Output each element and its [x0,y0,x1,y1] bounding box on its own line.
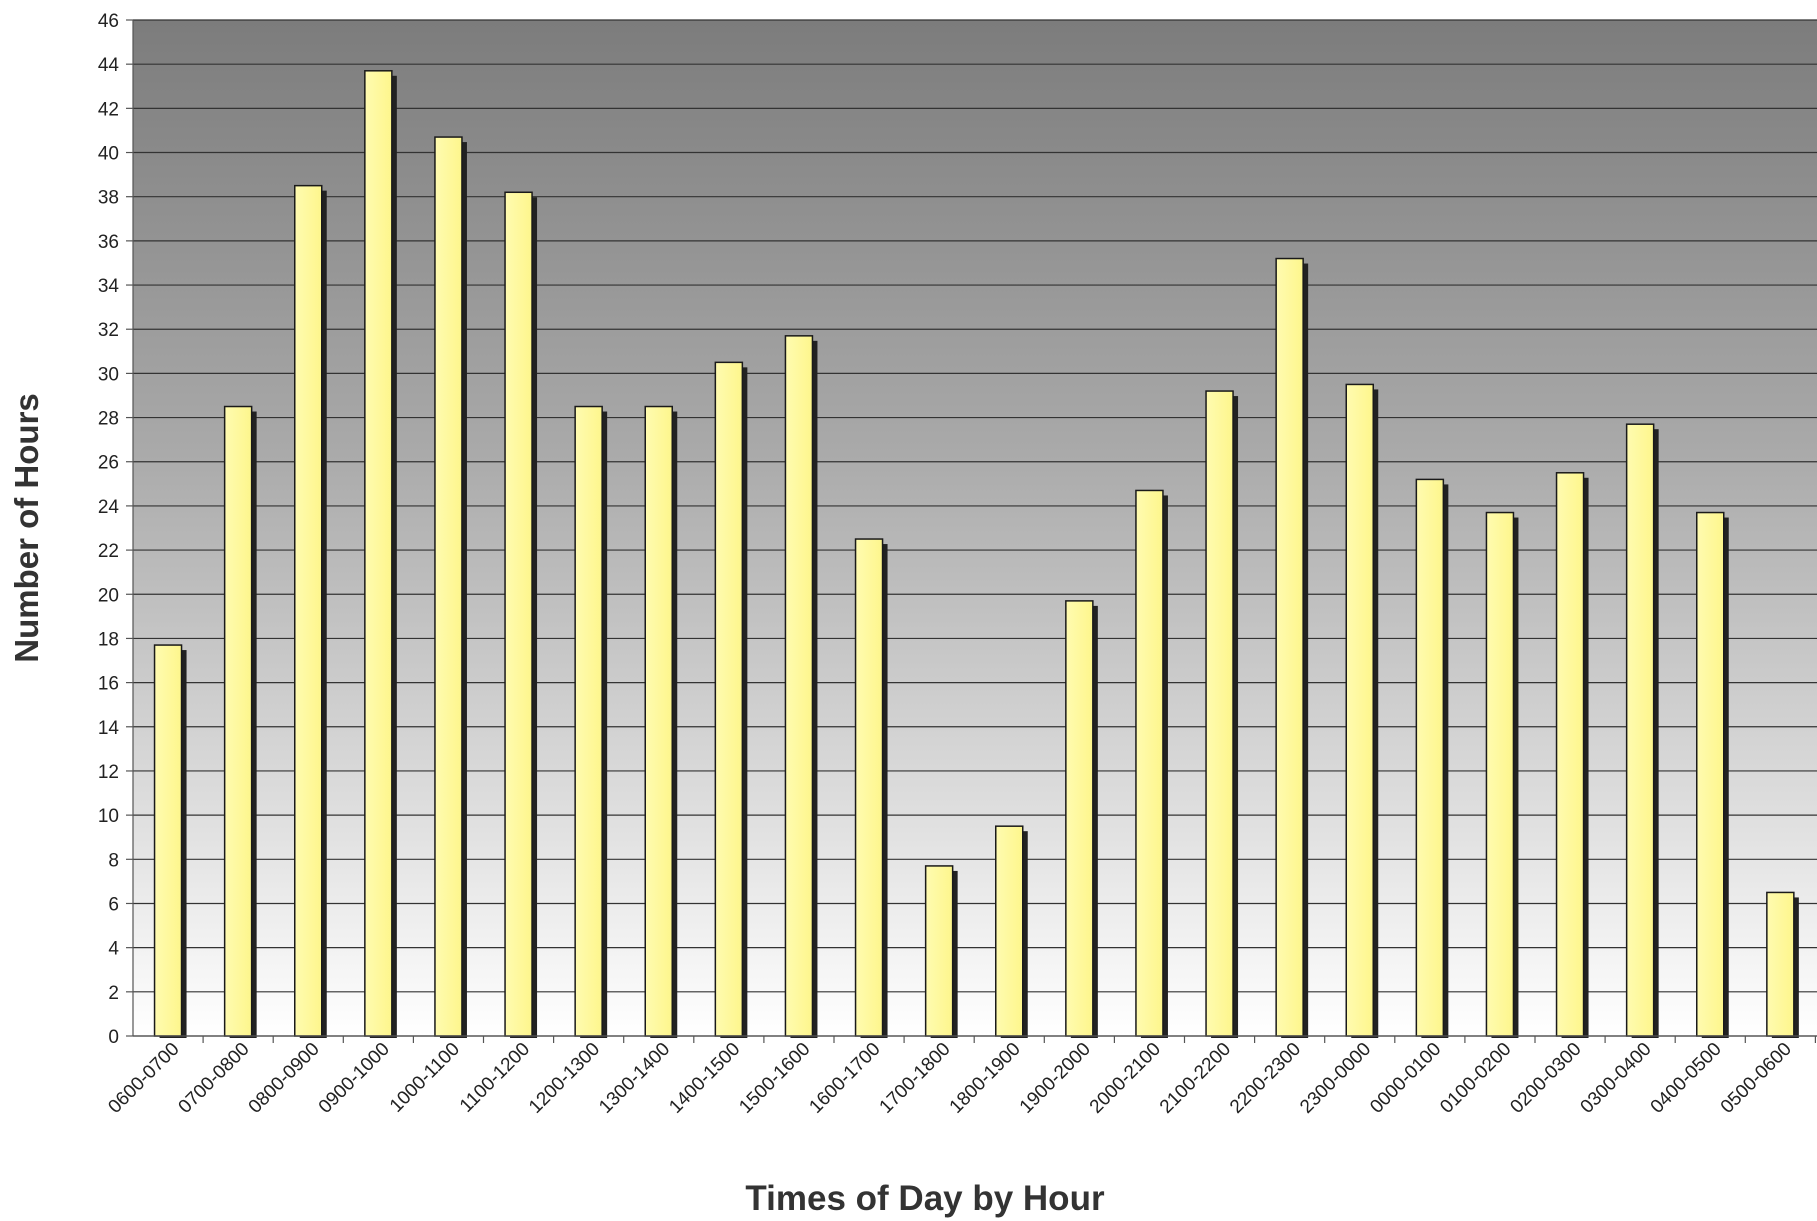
x-tick-label: 1900-2000 [1016,1039,1095,1118]
x-tick-label: 1600-1700 [805,1039,884,1118]
y-tick-label: 42 [98,99,119,120]
y-tick-label: 4 [108,939,119,960]
y-tick-label: 8 [108,850,119,871]
y-tick-label: 38 [98,188,119,209]
bar [1696,511,1725,1037]
y-tick-label: 16 [98,674,119,695]
x-tick-label: 1800-1900 [946,1039,1025,1118]
x-tick-label: 0700-0800 [175,1039,254,1118]
x-tick-label: 0100-0200 [1436,1039,1515,1118]
bar [924,865,954,1037]
bar [1345,383,1374,1037]
bars [153,70,1799,1039]
y-tick-label: 12 [98,762,119,783]
y-tick-label: 2 [108,983,119,1004]
bar [784,335,814,1037]
x-tick-label: 2200-2300 [1226,1039,1305,1118]
x-tick-label: 0200-0300 [1506,1039,1585,1118]
x-tick-label: 2300-0000 [1296,1039,1375,1118]
x-tick-label: 1000-1100 [386,1039,464,1117]
bar [1485,511,1515,1037]
y-tick-label: 40 [98,144,119,165]
y-tick-label: 34 [98,276,120,297]
x-tick-label: 1400-1500 [665,1039,744,1118]
x-tick-label: 0500-0600 [1717,1039,1796,1118]
y-tick-label: 44 [98,55,120,76]
x-tick-label: 0600-0700 [104,1039,183,1118]
plot-area [133,20,1817,1036]
y-tick-label: 14 [98,718,120,739]
y-tick-label: 46 [98,11,119,32]
bar [854,538,884,1037]
y-tick-label: 6 [108,894,119,915]
y-tick-label: 10 [98,806,119,827]
y-tick-label: 32 [98,320,119,341]
y-tick-label: 28 [98,409,119,430]
x-tick-label: 0300-0400 [1577,1039,1656,1118]
bar [1135,489,1164,1037]
x-tick-label: 1500-1600 [735,1039,814,1118]
bar [1065,600,1094,1037]
x-axis-title: Times of Day by Hour [745,1179,1105,1218]
bar [294,184,323,1037]
y-axis: 0246810121416182022242628303234363840424… [98,11,134,1048]
x-tick-label: 1200-1300 [525,1039,604,1118]
x-tick-label: 0400-0500 [1647,1039,1726,1118]
x-axis: 0600-07000700-08000800-09000900-10001000… [104,1035,1817,1118]
bar [574,405,603,1037]
bar [504,191,533,1037]
x-tick-label: 2100-2200 [1156,1039,1235,1118]
bar [364,70,393,1037]
x-tick-label: 1300-1400 [595,1039,674,1118]
bar [644,405,673,1037]
x-tick-label: 1100-1200 [456,1039,534,1117]
x-tick-label: 2000-2100 [1086,1039,1165,1118]
y-tick-label: 18 [98,629,119,650]
y-tick-label: 22 [98,541,119,562]
x-tick-label: 0900-1000 [315,1039,394,1118]
x-tick-label: 0800-0900 [245,1039,324,1118]
x-tick-label: 0000-0100 [1366,1039,1445,1118]
y-tick-label: 24 [98,497,120,518]
y-tick-label: 36 [98,232,119,253]
bar [153,644,183,1037]
gridlines [133,19,1817,1037]
y-axis-title: Number of Hours [8,393,45,663]
y-tick-label: 30 [98,364,119,385]
y-tick-label: 26 [98,453,119,474]
bar [714,361,744,1037]
y-tick-label: 20 [98,585,119,606]
bar [995,825,1024,1037]
bar [1415,478,1445,1037]
bar [1625,423,1655,1037]
x-tick-label: 1700-1800 [876,1039,955,1118]
bar [434,136,463,1037]
y-tick-label: 0 [108,1027,119,1048]
bar [1275,257,1304,1037]
bar [223,405,253,1037]
bar [1766,891,1795,1037]
bar [1205,390,1234,1037]
bar [1555,472,1585,1037]
